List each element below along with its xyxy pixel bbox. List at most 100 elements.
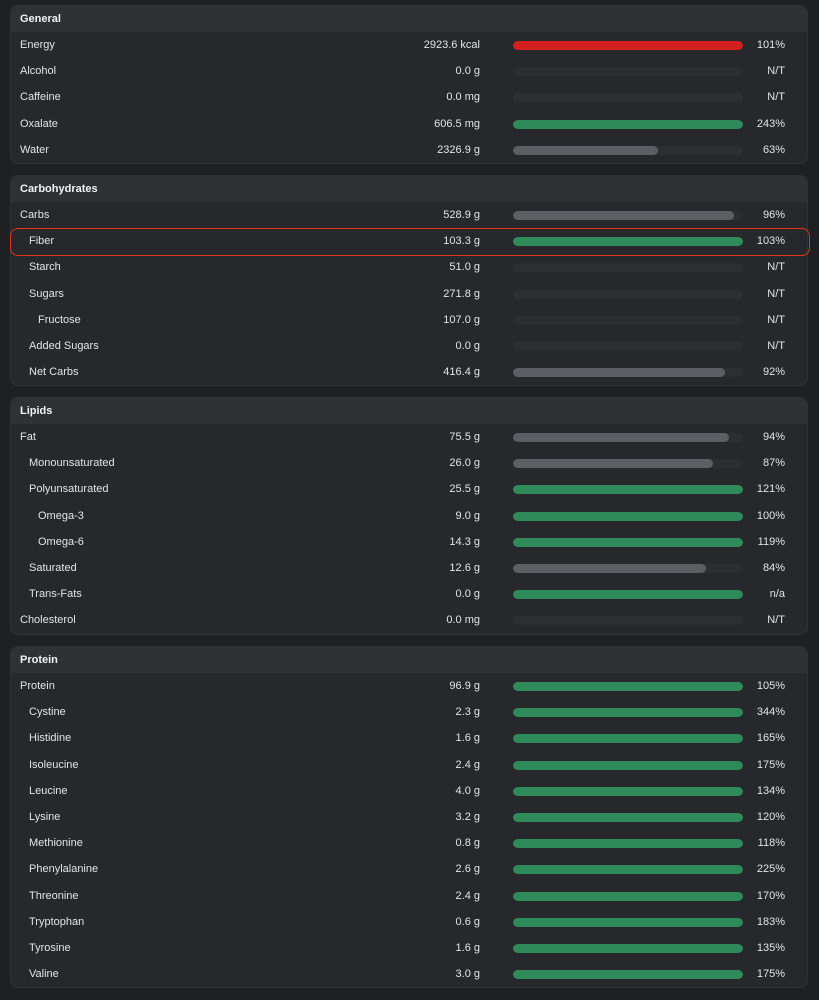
nutrient-row-alcohol[interactable]: Alcohol 0.0 g N/T bbox=[11, 58, 807, 84]
progress-bar-fill bbox=[513, 563, 707, 573]
nutrient-row-valine[interactable]: Valine 3.0 g 175% bbox=[11, 961, 807, 987]
progress-bar-track bbox=[513, 970, 743, 980]
nutrient-row-cystine[interactable]: Cystine 2.3 g 344% bbox=[11, 699, 807, 725]
nutrient-amount: 9.0 g bbox=[455, 509, 480, 522]
nutrient-percent: 94% bbox=[762, 431, 785, 443]
progress-bar-fill bbox=[513, 145, 658, 155]
nutrient-row-saturated[interactable]: Saturated 12.6 g 84% bbox=[11, 555, 807, 581]
nutrient-amount: 51.0 g bbox=[449, 261, 480, 274]
nutrient-amount: 2.6 g bbox=[455, 863, 480, 876]
progress-bar-fill bbox=[513, 786, 743, 796]
progress-bar-fill bbox=[513, 237, 743, 247]
nutrient-amount: 12.6 g bbox=[449, 561, 480, 574]
progress-bar-fill bbox=[513, 734, 743, 744]
nutrient-name: Polyunsaturated bbox=[29, 483, 109, 496]
nutrient-amount: 606.5 mg bbox=[434, 117, 480, 130]
nutrient-percent: 344% bbox=[756, 706, 785, 719]
nutrient-name: Protein bbox=[20, 680, 55, 692]
section-header: Carbohydrates bbox=[11, 176, 807, 202]
nutrient-amount: 0.0 mg bbox=[446, 614, 480, 627]
progress-bar-track bbox=[513, 289, 743, 299]
nutrient-amount: 75.5 g bbox=[449, 431, 480, 443]
progress-bar-fill bbox=[513, 917, 743, 927]
nutrient-row-lysine[interactable]: Lysine 3.2 g 120% bbox=[11, 804, 807, 830]
progress-bar-track bbox=[513, 590, 743, 600]
nutrient-amount: 0.6 g bbox=[455, 915, 480, 928]
nutrient-percent: 101% bbox=[756, 39, 785, 51]
nutrient-row-oxalate[interactable]: Oxalate 606.5 mg 243% bbox=[11, 111, 807, 137]
nutrient-name: Cystine bbox=[29, 706, 66, 719]
nutrient-percent: N/T bbox=[767, 261, 785, 274]
nutrient-row-monounsaturated[interactable]: Monounsaturated 26.0 g 87% bbox=[11, 450, 807, 476]
nutrient-row-trans-fats[interactable]: Trans-Fats 0.0 g n/a bbox=[11, 581, 807, 607]
progress-bar-track bbox=[513, 760, 743, 770]
progress-bar-track bbox=[513, 237, 743, 247]
nutrient-name: Methionine bbox=[29, 837, 83, 850]
nutrient-name: Valine bbox=[29, 968, 59, 981]
nutrient-row-tryptophan[interactable]: Tryptophan 0.6 g 183% bbox=[11, 909, 807, 935]
progress-bar-track bbox=[513, 368, 743, 378]
nutrient-row-starch[interactable]: Starch 51.0 g N/T bbox=[11, 254, 807, 280]
nutrient-row-fat[interactable]: Fat 75.5 g 94% bbox=[11, 424, 807, 450]
progress-bar-fill bbox=[513, 119, 743, 129]
nutrient-row-phenylalanine[interactable]: Phenylalanine 2.6 g 225% bbox=[11, 856, 807, 882]
progress-bar-track bbox=[513, 891, 743, 901]
nutrient-row-fructose[interactable]: Fructose 107.0 g N/T bbox=[11, 307, 807, 333]
progress-bar-fill bbox=[513, 812, 743, 822]
progress-bar-fill bbox=[513, 433, 730, 442]
nutrient-amount: 3.0 g bbox=[455, 968, 480, 981]
nutrient-row-added-sugars[interactable]: Added Sugars 0.0 g N/T bbox=[11, 333, 807, 359]
nutrient-percent: 134% bbox=[756, 784, 785, 797]
section-carbohydrates: Carbohydrates Carbs 528.9 g 96% Fiber 103.3 g… bbox=[10, 175, 810, 387]
progress-bar-track bbox=[513, 786, 743, 796]
progress-bar-fill bbox=[513, 590, 743, 600]
nutrient-row-omega-6[interactable]: Omega-6 14.3 g 119% bbox=[11, 529, 807, 555]
section-header: Lipids bbox=[11, 398, 807, 424]
nutrient-row-histidine[interactable]: Histidine 1.6 g 165% bbox=[11, 725, 807, 751]
nutrient-percent: 92% bbox=[762, 366, 785, 379]
nutrient-row-protein[interactable]: Protein 96.9 g 105% bbox=[11, 673, 807, 699]
section-header: Protein bbox=[11, 647, 807, 673]
nutrient-percent: 118% bbox=[757, 837, 785, 850]
progress-bar-fill bbox=[513, 41, 743, 50]
nutrient-row-water[interactable]: Water 2326.9 g 63% bbox=[11, 137, 807, 163]
progress-bar-track bbox=[513, 341, 743, 351]
nutrient-amount: 3.2 g bbox=[455, 810, 480, 823]
nutrient-amount: 2.4 g bbox=[455, 889, 480, 902]
progress-bar-track bbox=[513, 119, 743, 129]
nutrient-name: Energy bbox=[20, 39, 55, 51]
nutrient-name: Cholesterol bbox=[20, 614, 76, 627]
progress-bar-fill bbox=[513, 485, 743, 495]
nutrient-row-threonine[interactable]: Threonine 2.4 g 170% bbox=[11, 883, 807, 909]
nutrient-row-leucine[interactable]: Leucine 4.0 g 134% bbox=[11, 778, 807, 804]
nutrient-percent: 119% bbox=[757, 535, 785, 548]
progress-bar-track bbox=[513, 485, 743, 495]
nutrient-row-tyrosine[interactable]: Tyrosine 1.6 g 135% bbox=[11, 935, 807, 961]
nutrient-amount: 2.3 g bbox=[455, 706, 480, 719]
nutrient-percent: N/T bbox=[767, 287, 785, 300]
nutrient-row-fiber[interactable]: Fiber 103.3 g 103% bbox=[10, 228, 810, 257]
nutrient-name: Omega-3 bbox=[38, 509, 84, 522]
nutrient-row-polyunsaturated[interactable]: Polyunsaturated 25.5 g 121% bbox=[11, 476, 807, 502]
nutrient-name: Added Sugars bbox=[29, 339, 99, 352]
progress-bar-track bbox=[513, 734, 743, 744]
nutrient-row-methionine[interactable]: Methionine 0.8 g 118% bbox=[11, 830, 807, 856]
progress-bar-fill bbox=[513, 708, 743, 718]
nutrient-row-omega-3[interactable]: Omega-3 9.0 g 100% bbox=[11, 503, 807, 529]
nutrient-name: Sugars bbox=[29, 287, 64, 300]
nutrient-amount: 528.9 g bbox=[443, 209, 480, 221]
progress-bar-fill bbox=[513, 211, 734, 220]
nutrient-row-cholesterol[interactable]: Cholesterol 0.0 mg N/T bbox=[11, 607, 807, 633]
nutrient-percent: 100% bbox=[756, 509, 785, 522]
nutrient-row-caffeine[interactable]: Caffeine 0.0 mg N/T bbox=[11, 84, 807, 110]
nutrient-name: Starch bbox=[29, 261, 61, 274]
nutrient-name: Water bbox=[20, 143, 49, 156]
nutrient-row-energy[interactable]: Energy 2923.6 kcal 101% bbox=[11, 32, 807, 58]
nutrient-percent: 165% bbox=[756, 732, 785, 745]
nutrient-amount: 416.4 g bbox=[443, 366, 480, 379]
nutrient-row-sugars[interactable]: Sugars 271.8 g N/T bbox=[11, 281, 807, 307]
nutrient-row-net-carbs[interactable]: Net Carbs 416.4 g 92% bbox=[11, 359, 807, 385]
nutrient-row-carbs[interactable]: Carbs 528.9 g 96% bbox=[11, 202, 807, 228]
nutrient-row-isoleucine[interactable]: Isoleucine 2.4 g 175% bbox=[11, 752, 807, 778]
